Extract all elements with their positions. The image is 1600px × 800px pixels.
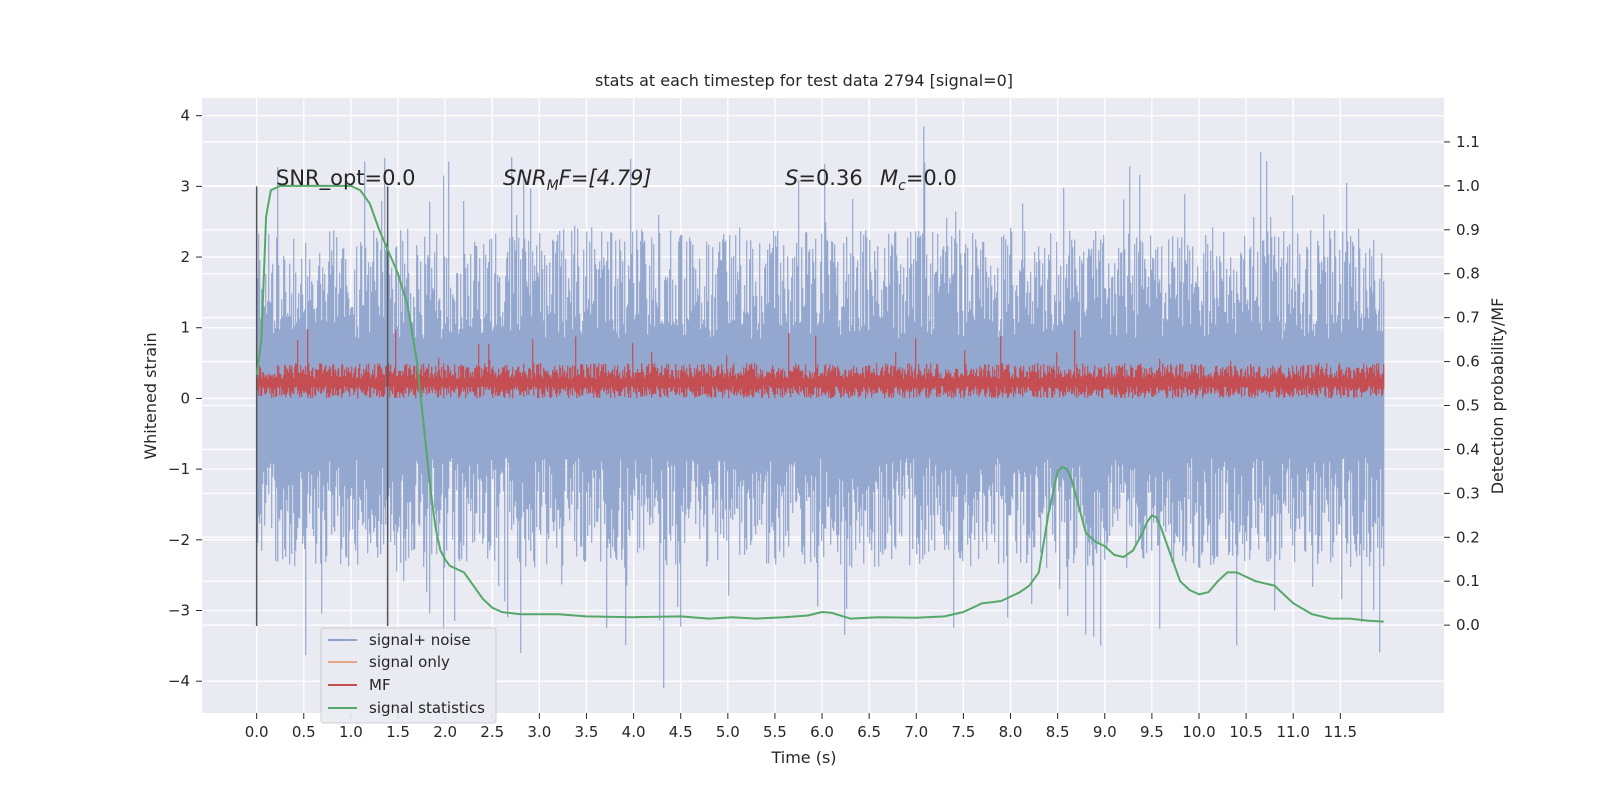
x-tick-label: 4.0 xyxy=(622,723,646,741)
vertical-markers xyxy=(255,186,389,627)
x-tick-label: 6.0 xyxy=(810,723,834,741)
x-tick-label: 1.0 xyxy=(339,723,363,741)
x-tick-label: 8.5 xyxy=(1046,723,1070,741)
y-tick-label: 4 xyxy=(180,107,190,125)
y-tick-label: −2 xyxy=(168,531,190,549)
x-tick-label: 11.0 xyxy=(1277,723,1310,741)
y-tick-label: −4 xyxy=(168,672,190,690)
annotation-mc-sub: c xyxy=(898,178,906,194)
annotation-s-value: =0.36 xyxy=(798,166,862,190)
legend-label-mf: MF xyxy=(369,676,391,694)
annotation-mc: Mc=0.0 xyxy=(880,166,957,194)
annotation-snr-mf-suffix: F=[4.79] xyxy=(559,166,652,190)
y-right-axis-ticks: 0.0 0.1 0.2 0.3 0.4 0.5 0.6 0.7 0.8 0.9 1.0 1.1 xyxy=(1444,133,1480,634)
y-right-tick-label: 0.6 xyxy=(1456,353,1480,371)
annotation-snr-mf: SNRMF=[4.79] xyxy=(503,166,652,194)
y-right-tick-label: 0.7 xyxy=(1456,309,1480,327)
y-right-tick-label: 0.9 xyxy=(1456,221,1480,239)
x-tick-label: 7.0 xyxy=(904,723,928,741)
y-right-tick-label: 0.8 xyxy=(1456,265,1480,283)
y-right-tick-label: 1.1 xyxy=(1456,133,1480,151)
legend: signal+ noise signal only MF signal stat… xyxy=(320,627,497,724)
x-tick-label: 3.0 xyxy=(527,723,551,741)
x-axis-ticks: 0.0 0.5 1.0 1.5 2.0 2.5 3.0 3.5 4.0 4.5 5.0 5.5 6.0 6… xyxy=(245,713,1357,741)
y-tick-label: −1 xyxy=(168,460,190,478)
x-tick-label: 4.5 xyxy=(669,723,693,741)
x-tick-label: 9.0 xyxy=(1093,723,1117,741)
x-tick-label: 11.5 xyxy=(1324,723,1357,741)
y-right-tick-label: 0.5 xyxy=(1456,397,1480,415)
y-axis-label: Whitened strain xyxy=(141,332,160,459)
x-tick-label: 2.5 xyxy=(480,723,504,741)
series-signal-statistics xyxy=(255,184,1384,623)
x-tick-label: 1.5 xyxy=(386,723,410,741)
y-tick-label: 2 xyxy=(180,248,190,266)
x-tick-label: 0.5 xyxy=(292,723,316,741)
annotation-mc-label: M xyxy=(880,166,898,190)
y-right-tick-label: 0.1 xyxy=(1456,572,1480,590)
y-right-tick-label: 0.0 xyxy=(1456,616,1480,634)
x-tick-label: 5.5 xyxy=(763,723,787,741)
x-tick-label: 3.5 xyxy=(575,723,599,741)
y-right-tick-label: 0.4 xyxy=(1456,440,1480,458)
annotation-s-label: S xyxy=(785,166,798,190)
x-tick-label: 7.5 xyxy=(951,723,975,741)
x-tick-label: 8.0 xyxy=(999,723,1023,741)
annotation-snr-mf-prefix: SNR xyxy=(503,166,547,190)
x-tick-label: 5.0 xyxy=(716,723,740,741)
legend-label-signal-noise: signal+ noise xyxy=(369,631,471,649)
x-tick-label: 6.5 xyxy=(857,723,881,741)
x-tick-label: 10.5 xyxy=(1229,723,1262,741)
x-tick-label: 10.0 xyxy=(1182,723,1215,741)
annotation-s: S=0.36 xyxy=(785,166,863,190)
x-tick-label: 2.0 xyxy=(433,723,457,741)
annotation-mc-value: =0.0 xyxy=(906,166,957,190)
y-right-tick-label: 0.3 xyxy=(1456,484,1480,502)
chart-title: stats at each timestep for test data 279… xyxy=(595,71,1013,90)
y-tick-label: 3 xyxy=(180,177,190,195)
x-tick-label: 9.5 xyxy=(1140,723,1164,741)
y-tick-label: −3 xyxy=(168,602,190,620)
annotation-snr-opt: SNR_opt=0.0 xyxy=(276,166,416,191)
legend-label-signal-only: signal only xyxy=(369,653,450,671)
signal-statistics-line xyxy=(255,184,1384,623)
y-right-tick-label: 1.0 xyxy=(1456,177,1480,195)
y-axis-ticks: −4 −3 −2 −1 0 1 2 3 4 xyxy=(168,107,202,690)
y-tick-label: 0 xyxy=(180,389,190,407)
y-right-tick-label: 0.2 xyxy=(1456,528,1480,546)
legend-box xyxy=(320,627,497,724)
y-tick-label: 1 xyxy=(180,319,190,337)
x-axis-label: Time (s) xyxy=(770,748,836,767)
x-tick-label: 0.0 xyxy=(245,723,269,741)
annotation-snr-mf-sub: M xyxy=(547,178,559,194)
legend-label-signal-statistics: signal statistics xyxy=(369,699,485,717)
y-right-axis-label: Detection probability/MF xyxy=(1488,298,1507,495)
